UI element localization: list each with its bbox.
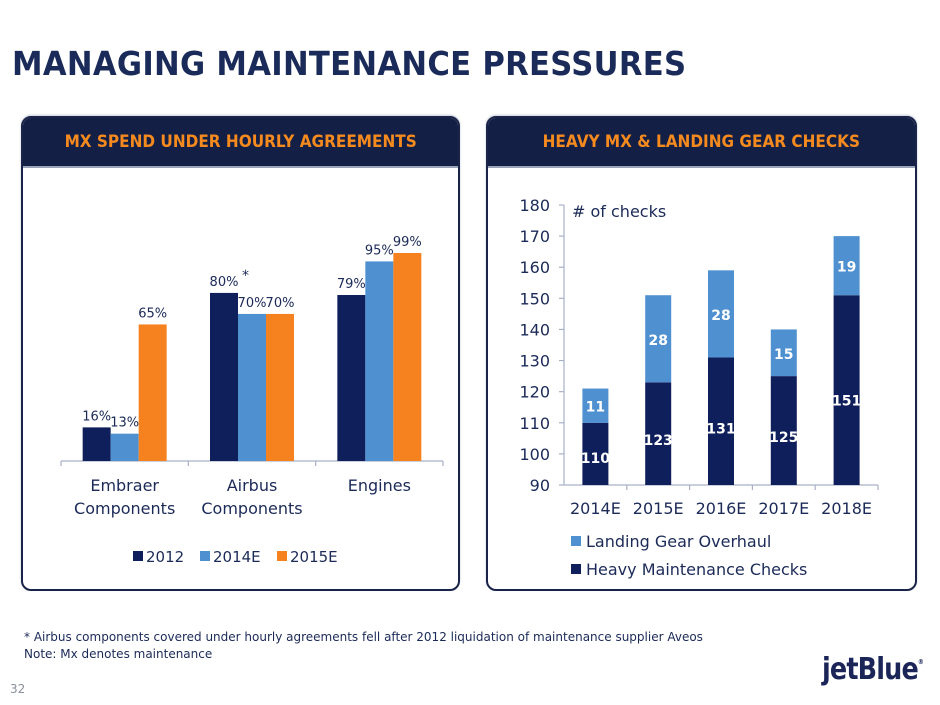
footnote-line: Note: Mx denotes maintenance	[24, 647, 213, 661]
bar-landing-gear-overhaul	[833, 236, 860, 296]
bar-heavy-maintenance-checks	[708, 357, 734, 485]
data-label: 15	[774, 347, 793, 363]
bar-2015e	[266, 313, 294, 461]
bar-2014e	[110, 433, 139, 461]
y-tick-label: 180	[519, 196, 550, 215]
y-axis-title: # of checks	[572, 202, 666, 221]
bar-2015e	[138, 324, 167, 461]
bar-heavy-maintenance-checks	[645, 382, 672, 485]
data-label: 95%	[365, 243, 394, 258]
x-tick-label: 2017E	[758, 499, 809, 518]
page-title: MANAGING MAINTENANCE PRESSURES	[12, 44, 687, 83]
legend-label: 2012	[146, 548, 184, 566]
data-label: 28	[648, 333, 667, 349]
legend-swatch-2015e	[277, 551, 287, 561]
data-label: 28	[711, 308, 730, 324]
legend-swatch-heavy-maintenance-checks	[571, 564, 581, 574]
legend-label: Landing Gear Overhaul	[586, 532, 771, 551]
legend-label: Heavy Maintenance Checks	[586, 560, 807, 579]
legend-swatch-landing-gear-overhaul	[571, 536, 581, 546]
y-tick-label: 130	[519, 352, 550, 371]
x-tick-label: 2015E	[633, 499, 684, 518]
bar-2012	[210, 292, 238, 461]
y-tick-label: 160	[519, 258, 550, 277]
bar-landing-gear-overhaul	[645, 295, 672, 383]
bar-heavy-maintenance-checks	[582, 422, 609, 485]
data-label: 70%	[238, 296, 267, 311]
bar-landing-gear-overhaul	[708, 270, 734, 358]
logo-text: jetBlue	[822, 652, 919, 687]
x-tick-label: Engines	[348, 476, 411, 495]
footnote: * Airbus components covered under hourly…	[24, 629, 703, 663]
data-label: 65%	[138, 306, 167, 321]
legend-label: 2015E	[290, 548, 338, 566]
panel-header-text: MX SPEND UNDER HOURLY AGREEMENTS	[64, 132, 417, 152]
data-label: 16%	[82, 409, 111, 424]
footnote-line: * Airbus components covered under hourly…	[24, 630, 703, 644]
bar-2015e	[393, 253, 422, 461]
bar-2012	[82, 427, 111, 461]
registered-mark: ®	[917, 658, 924, 666]
panel-header-mx-spend: MX SPEND UNDER HOURLY AGREEMENTS	[23, 118, 458, 168]
data-label: 99%	[393, 235, 422, 250]
y-tick-label: 150	[519, 289, 550, 308]
bar-2014e	[238, 313, 266, 461]
annotation-asterisk: *	[242, 268, 249, 284]
y-tick-label: 120	[519, 383, 550, 402]
bar-2014e	[365, 261, 394, 461]
x-tick-label: 2018E	[821, 499, 872, 518]
bar-landing-gear-overhaul	[582, 388, 609, 423]
data-label: 80%	[210, 275, 239, 290]
data-label: 11	[586, 400, 605, 416]
data-label: 123	[644, 433, 673, 449]
legend-swatch-2012	[133, 551, 143, 561]
bar-heavy-maintenance-checks	[770, 376, 797, 485]
x-tick-label: 2014E	[570, 499, 621, 518]
bar-heavy-maintenance-checks	[833, 295, 860, 485]
data-label: 131	[706, 422, 735, 438]
y-tick-label: 90	[530, 476, 550, 495]
page-number: 32	[10, 682, 26, 696]
legend-label: 2014E	[213, 548, 261, 566]
data-label: 125	[769, 430, 798, 446]
jetblue-logo: jetBlue®	[822, 652, 924, 687]
legend-swatch-2014e	[200, 551, 210, 561]
data-label: 151	[832, 394, 861, 410]
data-label: 110	[581, 451, 610, 467]
x-tick-label: Components	[201, 499, 302, 518]
data-label: 19	[837, 260, 856, 276]
x-tick-label: 2016E	[696, 499, 747, 518]
bar-landing-gear-overhaul	[770, 329, 797, 377]
data-label: 13%	[110, 416, 139, 431]
y-tick-label: 100	[519, 445, 550, 464]
panel-header-text: HEAVY MX & LANDING GEAR CHECKS	[542, 132, 861, 152]
panel-header-heavy-checks: HEAVY MX & LANDING GEAR CHECKS	[488, 118, 915, 168]
x-tick-label: Components	[74, 499, 175, 518]
bar-2012	[337, 295, 366, 461]
y-tick-label: 140	[519, 320, 550, 339]
x-tick-label: Embraer	[90, 476, 159, 495]
y-tick-label: 170	[519, 227, 550, 246]
y-tick-label: 110	[519, 414, 550, 433]
x-tick-label: Airbus	[227, 476, 278, 495]
data-label: 70%	[266, 296, 295, 311]
data-label: 79%	[337, 277, 366, 292]
